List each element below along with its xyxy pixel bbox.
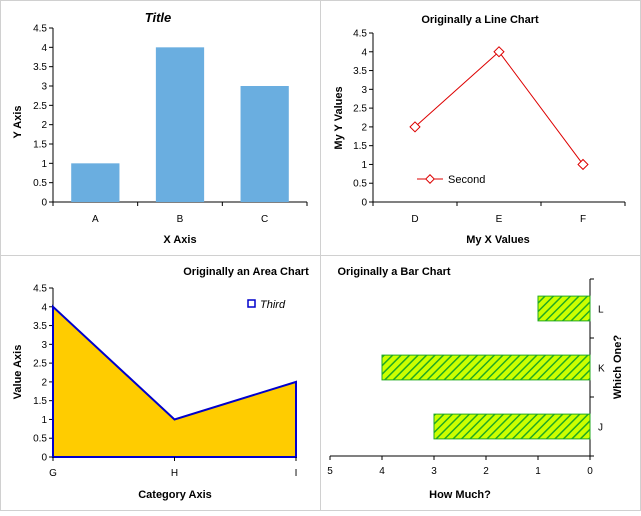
chart4-y-tick-label: J [598,423,603,434]
chart3-y-tick-label: 2.5 [33,359,47,370]
chart2-y-axis-label: My Y Values [333,86,345,149]
chart2-y-tick-label: 4 [361,47,367,58]
chart1-y-tick-label: 4 [41,43,47,54]
chart2-y-tick-label: 3.5 [353,66,367,77]
chart3-legend: Third [247,299,286,311]
chart3-y-tick-label: 1.5 [33,396,47,407]
chart3-legend-marker [247,299,256,308]
chart4-y-tick-label: K [598,364,605,375]
chart1-y-axis-label: Y Axis [12,105,24,138]
chart1-x-tick-label: B [177,214,184,225]
chart3-y-tick-label: 4 [41,302,47,313]
chart1-y-tick-label: 0 [41,198,47,209]
chart4-x-tick-label: 1 [535,466,541,477]
chart1-y-tick-label: 0.5 [33,178,47,189]
chart3-y-axis-label: Value Axis [12,345,24,400]
chart2-x-tick-label: E [496,214,503,225]
chart4-y-tick-label: L [598,305,604,316]
chart2-y-tick-label: 1 [361,160,367,171]
chart2-point [577,158,589,171]
chart2-y-tick-label: 2 [361,122,367,133]
chart4-x-tick-label: 2 [483,466,489,477]
chart1-y-tick-label: 3 [41,82,47,93]
chart2-legend: Second [417,174,485,186]
chart4-x-tick-label: 3 [431,466,437,477]
chart3-x-tick-label: H [171,468,178,479]
chart2-y-tick-label: 0 [361,198,367,209]
chart1-y-tick-label: 3.5 [33,62,47,73]
chart1-bar [155,47,205,203]
chart3-x-tick-label: G [49,468,57,479]
chart1-title: Title [145,10,172,25]
chart1-y-tick-label: 4.5 [33,24,47,35]
chart4-plot: 5 4 3 2 1 0 J K L [327,278,605,477]
chart3-y-tick-label: 3 [41,340,47,351]
chart2-point [493,46,505,58]
chart3-y-tick-label: 0.5 [33,434,47,445]
chart3-y-tick-label: 2 [41,377,47,388]
chart2-legend-marker [425,174,435,184]
chart2-series-line [414,51,584,165]
chart3-legend-label: Third [260,299,286,311]
chart2-y-tick-label: 0.5 [353,179,367,190]
chart3-y-tick-label: 0 [41,453,47,464]
chart3-area [52,304,297,458]
chart3-y-tick-label: 4.5 [33,284,47,295]
chart4-bar [433,413,591,440]
chart3-y-tick-label: 3.5 [33,321,47,332]
chart1-x-tick-label: A [92,214,99,225]
chart2-legend-label: Second [448,174,485,186]
chart2-y-tick-label: 1.5 [353,141,367,152]
chart3-plot: 0 0.5 1 1.5 2 2.5 3 3.5 4 4.5 G H I [33,284,297,480]
chart1-bar [240,86,289,202]
chart2-y-tick-label: 3 [361,85,367,96]
chart4-bar [381,354,591,381]
chart1-y-tick-label: 1.5 [33,140,47,151]
chart1-bar [71,163,120,202]
panel-top-right-border [320,0,641,256]
chart1-plot: 0 0.5 1 1.5 2 2.5 3 3.5 4 4.5 A B C [33,24,308,225]
chart3-y-tick-label: 1 [41,415,47,426]
chart3-title: Originally an Area Chart [183,266,309,278]
chart1-y-tick-label: 1 [41,159,47,170]
chart4-x-tick-label: 5 [327,466,333,477]
chart2-x-axis-label: My X Values [466,234,530,246]
chart1-x-tick-label: C [261,214,268,225]
chart3-x-axis-label: Category Axis [138,489,212,501]
chart3-x-tick-label: I [295,468,298,479]
chart1-y-tick-label: 2 [41,120,47,131]
chart2-plot: 0 0.5 1 1.5 2 2.5 3 3.5 4 4.5 D E F [353,29,626,225]
chart2-point [409,121,421,133]
chart2-title: Originally a Line Chart [421,14,539,26]
chart2-y-tick-label: 4.5 [353,29,367,40]
chart4-x-axis-label: How Much? [429,489,491,501]
chart2-x-tick-label: D [411,214,418,225]
chart4-x-tick-label: 0 [587,466,593,477]
chart2-y-tick-label: 2.5 [353,104,367,115]
chart4-bar [537,295,591,322]
chart2-x-tick-label: F [580,214,586,225]
chart4-title: Originally a Bar Chart [337,266,450,278]
chart4-x-tick-label: 4 [379,466,385,477]
chart4-y-axis-label: Which One? [612,335,624,399]
chart1-y-tick-label: 2.5 [33,101,47,112]
chart1-x-axis-label: X Axis [163,234,196,246]
